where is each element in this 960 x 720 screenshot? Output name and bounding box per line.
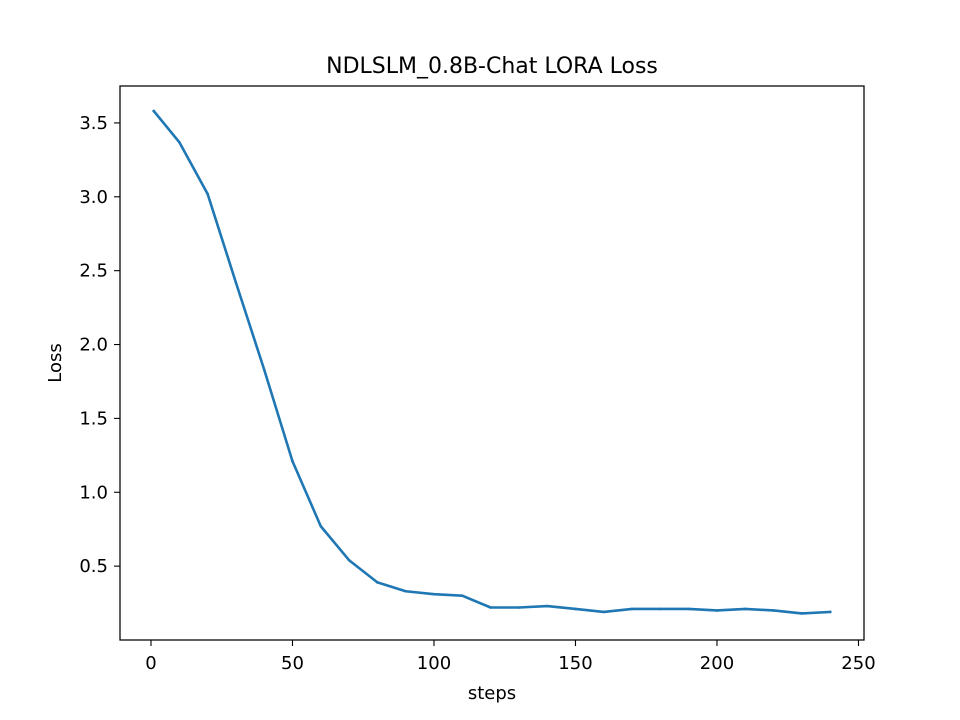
- data-point: [177, 140, 181, 144]
- y-tick-label: 0.5: [79, 556, 108, 577]
- data-point: [715, 609, 719, 612]
- y-tick-label: 2.0: [79, 335, 108, 356]
- x-tick-label: 150: [558, 653, 592, 674]
- data-point: [319, 524, 323, 528]
- data-point: [489, 606, 492, 609]
- x-tick-label: 200: [700, 653, 734, 674]
- data-point: [800, 612, 804, 615]
- data-point: [687, 607, 690, 611]
- data-point: [602, 610, 606, 614]
- y-tick-label: 3.0: [79, 187, 108, 208]
- data-point: [206, 192, 209, 196]
- data-point: [517, 606, 521, 609]
- y-tick-label: 3.5: [79, 113, 108, 134]
- x-tick-label: 250: [841, 653, 875, 674]
- x-axis: 0 50 100 150 200 250: [145, 640, 876, 674]
- data-point: [432, 592, 436, 596]
- data-point: [234, 281, 238, 284]
- y-axis: 0.5 1.0 1.5 2.0 2.5 3.0 3.5: [79, 113, 120, 577]
- y-tick-label: 1.5: [79, 408, 108, 429]
- x-tick-label: 50: [281, 653, 304, 674]
- y-axis-label: Loss: [45, 343, 66, 382]
- chart-title: NDLSLM_0.8B-Chat LORA Loss: [326, 54, 658, 79]
- data-point: [630, 607, 634, 611]
- y-tick-label: 2.5: [79, 261, 108, 282]
- x-tick-label: 0: [145, 653, 156, 674]
- data-point: [743, 607, 747, 611]
- data-point: [545, 604, 549, 608]
- data-point: [404, 589, 407, 593]
- data-point: [262, 368, 266, 371]
- plot-frame: [119, 85, 865, 641]
- x-axis-label: steps: [468, 683, 516, 704]
- data-point: [152, 109, 156, 113]
- data-point: [291, 459, 294, 463]
- data-point: [347, 558, 351, 562]
- data-point: [376, 581, 379, 584]
- plot-area: [151, 109, 832, 615]
- data-point: [659, 607, 662, 611]
- data-point: [460, 594, 464, 597]
- data-point: [772, 609, 775, 612]
- x-tick-label: 100: [417, 653, 451, 674]
- y-tick-label: 1.0: [79, 482, 108, 503]
- loss-series-line: [151, 109, 832, 615]
- data-point: [828, 610, 832, 614]
- data-point: [574, 607, 577, 611]
